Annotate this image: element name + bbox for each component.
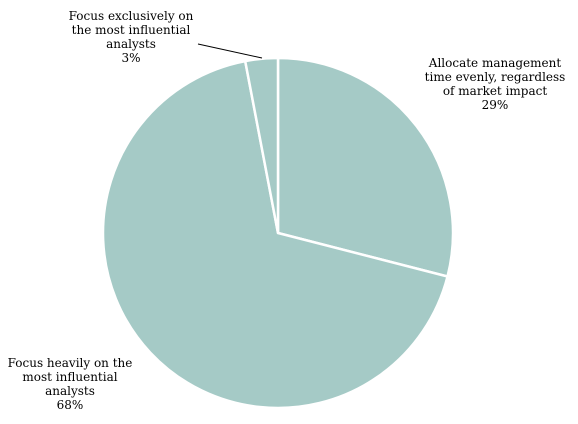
slice-focus-heavily xyxy=(101,59,449,410)
slice-value-label: 3% xyxy=(121,51,141,65)
slice-label-line: Focus exclusively on xyxy=(68,9,194,23)
slice-label-focus-heavily: Focus heavily on the most influential an… xyxy=(0,356,140,412)
slice-value-label: 68% xyxy=(56,398,84,412)
slice-value-label: 29% xyxy=(481,98,509,112)
slice-label-line: Allocate management xyxy=(428,56,562,70)
slice-label-line: the most influential xyxy=(71,23,191,37)
slice-label-line: analysts xyxy=(106,37,156,51)
slice-label-line: analysts xyxy=(45,384,95,398)
slice-label-line: Focus heavily on the xyxy=(7,356,133,370)
slice-focus-exclusively xyxy=(243,56,280,235)
slice-label-focus-exclusively: Focus exclusively on the most influentia… xyxy=(56,9,206,65)
leader-line-focus-exclusively xyxy=(197,43,263,59)
slice-label-line: most influential xyxy=(22,370,118,384)
slice-label-line: of market impact xyxy=(442,84,548,98)
slice-label-line: time evenly, regardless xyxy=(424,70,566,84)
slice-allocate-evenly xyxy=(276,56,455,278)
pie-slices xyxy=(101,56,455,410)
slice-label-allocate-evenly: Allocate management time evenly, regardl… xyxy=(420,56,570,112)
